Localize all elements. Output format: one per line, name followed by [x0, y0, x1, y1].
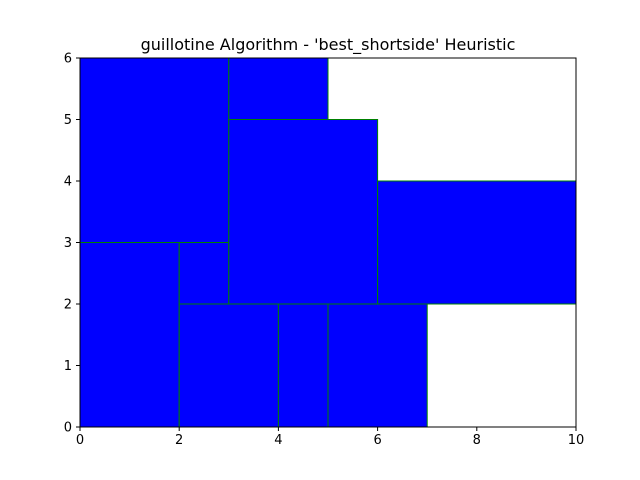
- packed-rectangle-5: [178, 242, 230, 305]
- y-tick-label-6: 6: [64, 52, 72, 67]
- packed-rectangle-4: [327, 303, 428, 428]
- y-tick-label-5: 5: [64, 113, 72, 128]
- chart-title: guillotine Algorithm - 'best_shortside' …: [141, 35, 516, 55]
- x-tick-label-4: 4: [274, 433, 282, 448]
- packed-rectangle-6: [79, 57, 230, 243]
- packed-rectangle-3: [277, 303, 329, 428]
- ticks-layer: 0 2 4 6 8 10 0 1 2 3 4 5 6: [64, 52, 585, 449]
- packed-rectangle-8: [228, 57, 329, 120]
- y-tick-label-2: 2: [64, 298, 72, 313]
- packed-rectangle-9: [377, 180, 577, 305]
- y-tick-label-0: 0: [64, 421, 72, 436]
- x-tick-label-2: 2: [175, 433, 183, 448]
- packed-rectangle-1: [79, 242, 180, 428]
- x-tick-label-8: 8: [473, 433, 481, 448]
- x-tick-label-0: 0: [76, 433, 84, 448]
- packed-rectangle-7: [228, 119, 379, 305]
- x-tick-label-10: 10: [568, 433, 585, 448]
- rectangles-layer: [79, 57, 577, 428]
- y-tick-label-4: 4: [64, 175, 72, 190]
- packed-rectangle-2: [178, 303, 279, 428]
- x-tick-label-6: 6: [373, 433, 381, 448]
- y-tick-label-3: 3: [64, 236, 72, 251]
- y-tick-label-1: 1: [64, 359, 72, 374]
